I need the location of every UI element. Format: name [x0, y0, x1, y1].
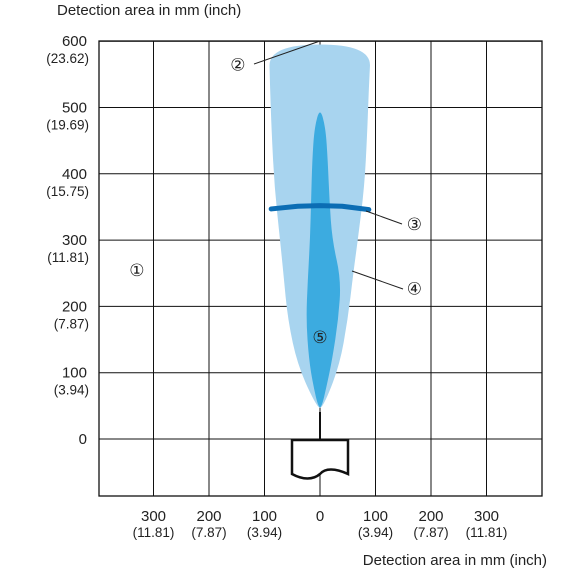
y-tick-label: 400	[62, 166, 87, 183]
leader-4	[351, 270, 404, 290]
callout-leaders	[253, 40, 404, 290]
x-tick-label: 200	[196, 508, 221, 525]
y-tick-label-inch: (7.87)	[54, 316, 89, 331]
y-tick-label-inch: (23.62)	[46, 51, 89, 66]
grid	[98, 40, 543, 497]
y-axis-title: Detection area in mm (inch)	[57, 2, 242, 19]
x-tick-label: 300	[474, 508, 499, 525]
y-tick-label: 100	[62, 365, 87, 382]
y-tick-label: 200	[62, 298, 87, 315]
x-tick-label-inch: (11.81)	[133, 525, 175, 540]
x-tick-label: 100	[252, 508, 277, 525]
sensor-housing	[290, 438, 350, 480]
y-tick-label-inch: (11.81)	[47, 250, 89, 265]
x-tick-label-inch: (3.94)	[358, 525, 393, 540]
x-tick-label-inch: (11.81)	[466, 525, 508, 540]
sensor-symbol	[290, 412, 350, 480]
x-tick-label: 100	[363, 508, 388, 525]
field-line-3	[268, 203, 372, 213]
y-tick-label: 600	[62, 33, 87, 50]
y-tick-label-inch: (19.69)	[46, 118, 89, 133]
x-tick-label: 300	[141, 508, 166, 525]
leader-2	[253, 40, 321, 65]
callout-label: ①	[129, 261, 144, 281]
x-tick-label: 200	[418, 508, 443, 525]
leader-3	[365, 210, 403, 225]
y-tick-label: 300	[62, 232, 87, 249]
detection-fields	[268, 44, 372, 408]
callouts: ① ② ③ ④ ⑤	[129, 55, 422, 347]
x-tick-label-inch: (3.94)	[247, 525, 282, 540]
tick-labels: 600(23.62)500(19.69)400(15.75)300(11.81)…	[46, 33, 507, 540]
x-tick-label: 0	[316, 508, 324, 525]
callout-label: ⑤	[312, 328, 327, 348]
field-area-5	[306, 112, 341, 408]
x-tick-label-inch: (7.87)	[413, 525, 448, 540]
callout-label: ②	[230, 55, 245, 75]
x-tick-label-inch: (7.87)	[191, 525, 226, 540]
x-axis-title: Detection area in mm (inch)	[362, 552, 547, 569]
callout-label: ③	[407, 215, 422, 235]
y-tick-label-inch: (15.75)	[46, 184, 89, 199]
callout-label: ④	[407, 279, 422, 299]
y-tick-label: 0	[79, 431, 87, 448]
y-tick-label: 500	[62, 100, 87, 117]
y-tick-label-inch: (3.94)	[54, 383, 89, 398]
